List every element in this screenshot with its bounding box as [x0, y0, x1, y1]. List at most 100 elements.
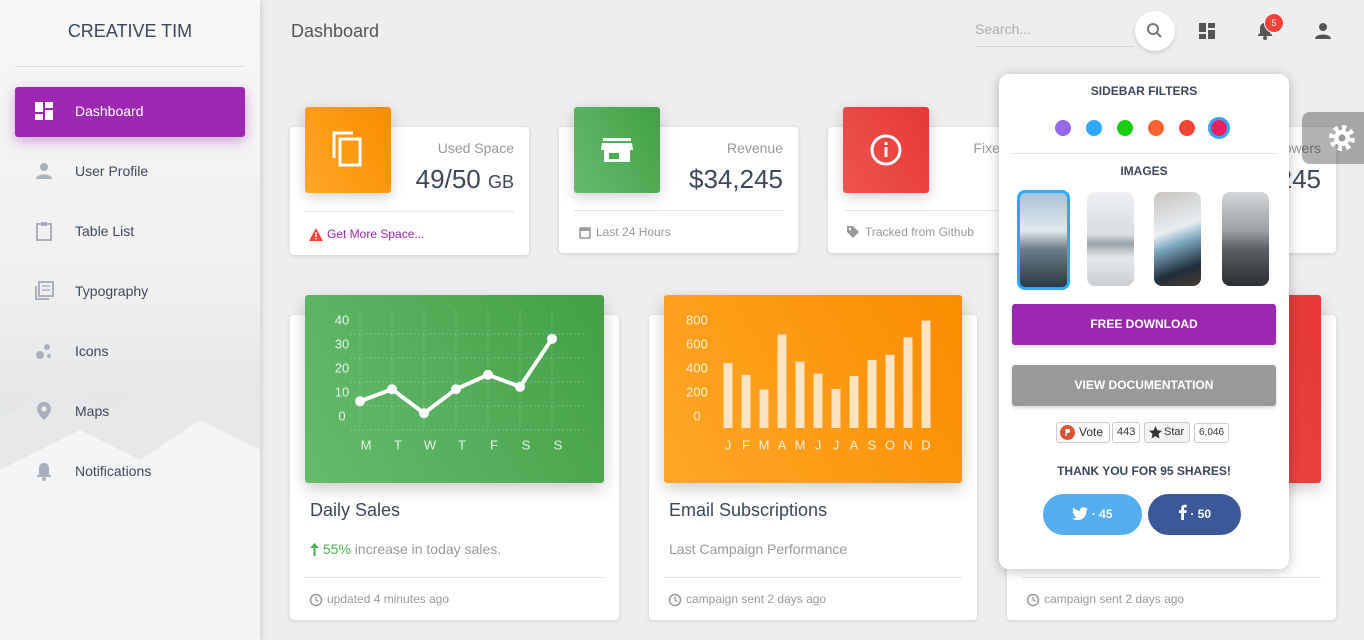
color-option[interactable] [1055, 120, 1071, 136]
notification-badge: 5 [1264, 13, 1284, 33]
image-option[interactable] [1222, 192, 1269, 286]
card-footer: campaign sent 2 days ago [686, 592, 827, 606]
user-icon [36, 163, 52, 179]
search-button[interactable] [1135, 11, 1175, 51]
stat-value: $34,245 [689, 164, 783, 194]
chart: 0 10 20 30 40 M T W T F S S [335, 310, 587, 452]
thanks-heading: THANK YOU FOR 95 SHARES! [1057, 464, 1231, 478]
star-icon [1149, 426, 1162, 439]
search-input[interactable]: Search... [975, 21, 1133, 47]
y-tick-label: 800 [686, 312, 708, 327]
stat-value: 49/50 GB [360, 164, 514, 195]
twitter-button[interactable]: · 45 [1043, 494, 1142, 535]
point [355, 396, 365, 407]
star-label: Star [1164, 426, 1185, 438]
star-button[interactable]: Star [1144, 422, 1191, 443]
stat-unit: GB [487, 172, 514, 192]
facebook-count: · 50 [1190, 507, 1212, 521]
y-tick-label: 10 [335, 384, 349, 399]
bar [831, 388, 841, 428]
image-option-active[interactable] [1017, 190, 1070, 290]
brand[interactable]: CREATIVE TIM [67, 21, 193, 41]
point [387, 384, 397, 395]
filters-heading: SIDEBAR FILTERS [1090, 84, 1198, 98]
vote-button[interactable]: Vote [1056, 422, 1111, 443]
settings-toggle[interactable] [1302, 112, 1364, 164]
y-tick-label: 200 [686, 384, 708, 399]
y-tick-label: 400 [686, 360, 708, 375]
divider [305, 211, 514, 212]
highlight: 55% [322, 541, 351, 557]
nav-item[interactable]: Typography [75, 283, 149, 299]
nav-item[interactable]: Table List [75, 223, 135, 239]
x-tick-label: S [554, 437, 563, 452]
bar [741, 374, 751, 428]
nav-item[interactable]: Maps [75, 403, 110, 419]
dashboard-button[interactable] [1198, 22, 1216, 40]
nav-item[interactable]: Icons [75, 343, 109, 359]
stat-footer: Last 24 Hours [596, 225, 671, 239]
documentation-button[interactable]: VIEW DOCUMENTATION [1012, 365, 1276, 406]
library-icon [35, 281, 54, 300]
divider [15, 66, 245, 67]
chart-header: 0 10 20 30 40 M T W T F S S [305, 295, 604, 483]
profile-button[interactable] [1314, 22, 1332, 40]
bar [867, 359, 877, 428]
card-footer: campaign sent 2 days ago [1044, 592, 1185, 606]
stat-number: 49/50 [415, 164, 481, 194]
y-tick-label: 40 [335, 312, 349, 327]
image-option[interactable] [1087, 192, 1134, 286]
card-subtitle: Last Campaign Performance [669, 541, 848, 557]
stat-icon [305, 107, 391, 193]
color-option[interactable] [1086, 120, 1102, 136]
twitter-count: · 45 [1091, 507, 1113, 521]
x-tick-label: T [394, 437, 402, 452]
bar [921, 320, 931, 428]
color-option[interactable] [1117, 120, 1133, 136]
point [483, 369, 493, 380]
facebook-icon [1178, 504, 1187, 520]
x-tick-label: J [725, 437, 732, 452]
star-count: 6,046 [1194, 423, 1230, 443]
point [547, 333, 557, 344]
image-option[interactable] [1154, 192, 1201, 286]
stat-icon [843, 107, 929, 193]
x-tick-label: A [778, 437, 787, 452]
divider [843, 210, 1052, 211]
stat-label: Used Space [437, 140, 514, 156]
clock-icon [668, 593, 682, 607]
color-option[interactable] [1148, 120, 1164, 136]
sidebar: CREATIVE TIM Dashboard User Profile Tabl… [0, 0, 260, 640]
nav-item[interactable]: Notifications [75, 463, 152, 479]
y-tick-label: 30 [335, 336, 349, 351]
nav-item[interactable]: User Profile [75, 163, 149, 179]
nav-item[interactable]: Dashboard [75, 103, 144, 119]
clipboard-icon [36, 222, 52, 241]
stat-label: Revenue [726, 140, 783, 156]
subtitle-text: increase in today sales. [350, 541, 502, 557]
x-tick-label: S [868, 437, 877, 452]
x-tick-label: O [885, 437, 895, 452]
stat-footer-link[interactable]: Get More Space... [327, 227, 425, 241]
date-icon [579, 227, 591, 239]
clock-icon [309, 593, 323, 607]
filters-dropdown: SIDEBAR FILTERS IMAGES FREE DOWNLOAD VIE… [999, 74, 1289, 569]
x-tick-label: J [815, 437, 822, 452]
stat-icon [574, 107, 660, 193]
color-option-active[interactable] [1208, 117, 1230, 139]
bar [795, 361, 805, 428]
bar [885, 354, 895, 428]
card-title: Email Subscriptions [669, 500, 828, 520]
x-tick-label: A [850, 437, 859, 452]
dashboard-icon [35, 102, 53, 120]
x-tick-label: M [361, 437, 372, 452]
facebook-button[interactable]: · 50 [1148, 494, 1241, 535]
color-option[interactable] [1179, 120, 1195, 136]
divider [1012, 153, 1276, 154]
active-nav[interactable] [15, 87, 245, 137]
x-tick-label: J [833, 437, 840, 452]
search-icon [1147, 23, 1162, 38]
download-button[interactable]: FREE DOWNLOAD [1012, 304, 1276, 345]
chart-header: 0 200 400 600 800 J F M A M J J A S O N D [664, 295, 962, 483]
